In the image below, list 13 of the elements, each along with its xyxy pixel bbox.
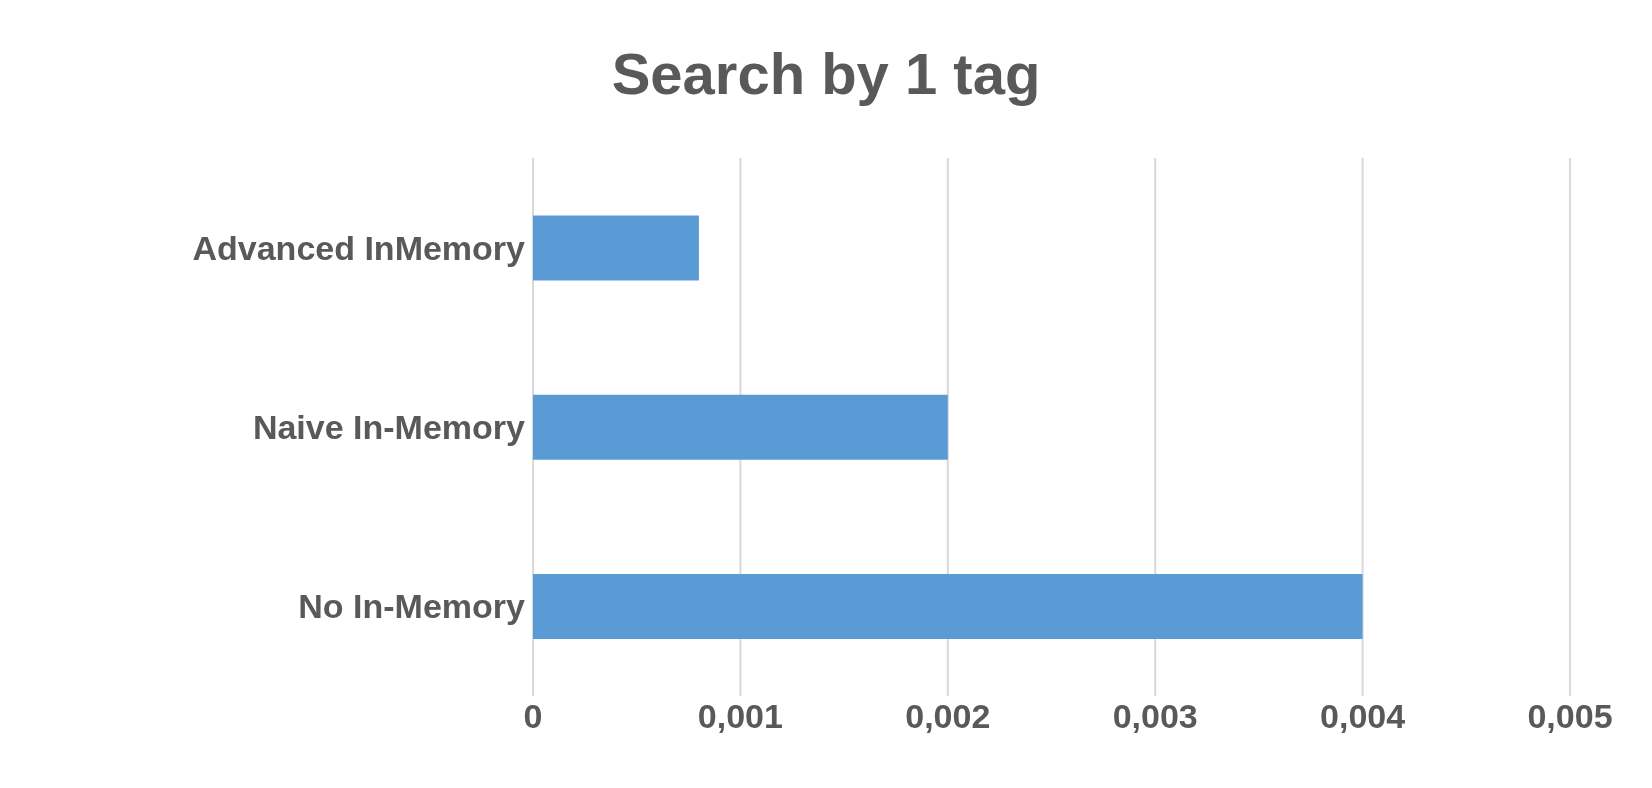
bar <box>533 574 1363 640</box>
y-tick-label: Naive In-Memory <box>252 408 526 447</box>
x-tick-label: 0,001 <box>697 697 783 736</box>
x-tick-label: 0 <box>523 697 543 736</box>
chart-title: Search by 1 tag <box>610 39 1042 108</box>
bar <box>533 215 699 281</box>
y-tick-label: Advanced InMemory <box>192 228 526 267</box>
bar <box>533 394 948 460</box>
y-tick-label: No In-Memory <box>298 587 526 626</box>
x-tick-label: 0,003 <box>1112 697 1198 736</box>
x-tick-label: 0,004 <box>1320 697 1406 736</box>
x-tick-label: 0,005 <box>1527 697 1613 736</box>
x-tick-label: 0,002 <box>905 697 991 736</box>
